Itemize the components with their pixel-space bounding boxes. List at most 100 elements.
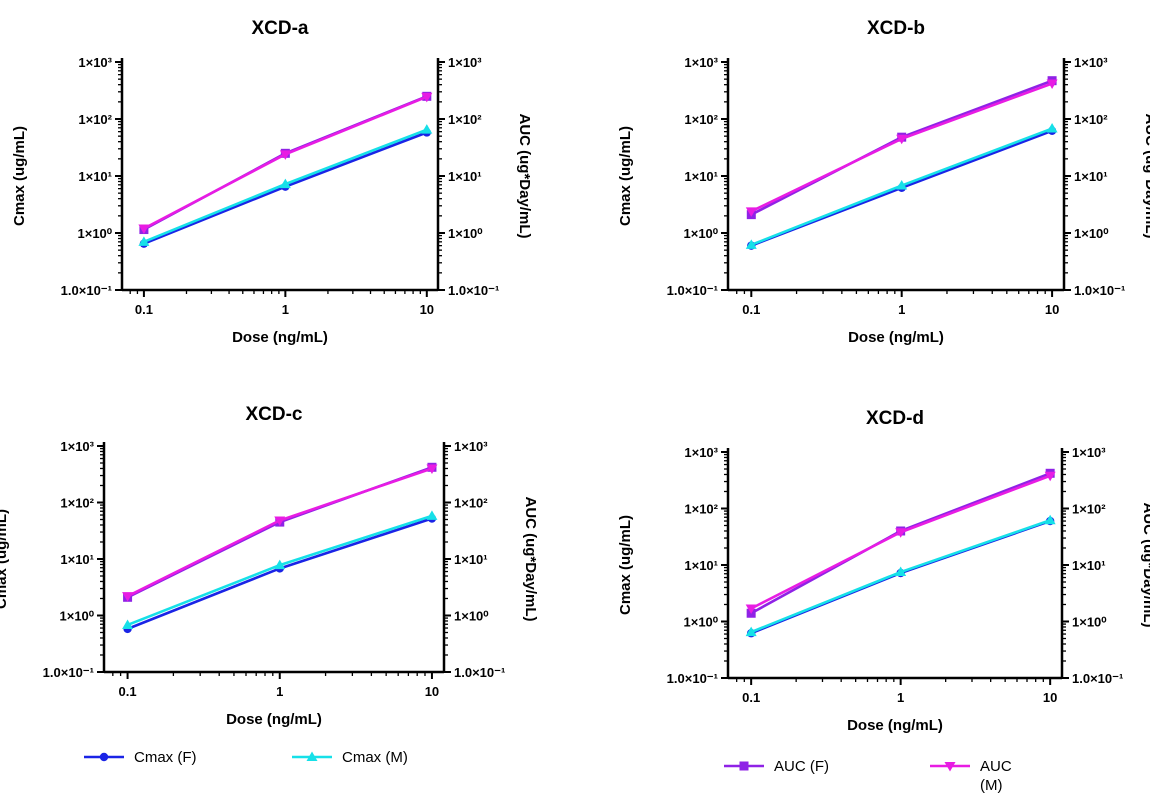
data-point: [1046, 79, 1058, 89]
x-tick-label: 0.1: [135, 302, 153, 317]
legend-label-line: (M): [980, 777, 1003, 794]
data-point: [895, 566, 907, 577]
y-tick-label: 1×10³: [684, 55, 718, 70]
y-tick-label: 1.0×10⁻¹: [43, 665, 94, 680]
data-point: [1046, 123, 1058, 133]
data-point: [138, 224, 150, 234]
data-point: [274, 516, 286, 527]
data-point: [122, 592, 134, 602]
data-point: [426, 510, 438, 520]
y-tick-label: 1×10³: [78, 55, 112, 70]
data-point: [421, 124, 433, 134]
data-point: [745, 626, 757, 637]
chart-panel-b: XCD-b 1.0×10⁻¹ 1.0×10⁻¹ 1×10⁰ 1×10⁰ 1×10¹ 1×10…: [617, 18, 1150, 346]
y2-tick-label: 1×10²: [448, 112, 482, 127]
y-axis-label-left: Cmax (ug/mL): [617, 515, 634, 615]
y-tick-label: 1×10²: [78, 112, 112, 127]
y-tick-label: 1.0×10⁻¹: [667, 671, 718, 686]
y-tick-label: 1.0×10⁻¹: [61, 283, 112, 298]
y-tick-label: 1×10¹: [684, 558, 718, 573]
x-axis-label: Dose (ng/mL): [232, 329, 328, 346]
y-tick-label: 1×10³: [684, 445, 718, 460]
data-point: [1044, 471, 1056, 482]
y-tick-label: 1×10¹: [78, 169, 112, 184]
legend-item: AUC (M): [930, 758, 1012, 794]
y2-tick-label: 1.0×10⁻¹: [454, 665, 505, 680]
y2-tick-label: 1×10⁰: [454, 609, 489, 624]
x-tick-label: 0.1: [742, 690, 760, 705]
y2-tick-label: 1×10¹: [1072, 558, 1106, 573]
data-point: [426, 464, 438, 474]
y2-tick-label: 1×10²: [454, 496, 488, 511]
data-point: [896, 134, 908, 145]
series-line: [143, 95, 428, 230]
legend-item: Cmax (M): [292, 749, 408, 766]
data-point: [421, 92, 433, 103]
y-axis-label-right: AUC (ug*Day/mL): [516, 113, 533, 238]
legend-label: AUC (F): [774, 758, 829, 775]
legend-marker: [944, 762, 956, 772]
chart-title: XCD-a: [251, 18, 308, 39]
y-tick-label: 1.0×10⁻¹: [667, 283, 718, 298]
legend-label: Cmax (F): [134, 749, 197, 766]
y2-tick-label: 1×10²: [1072, 502, 1106, 517]
x-axis-label: Dose (ng/mL): [226, 711, 322, 728]
y-axis-label-left: Cmax (ug/mL): [11, 126, 28, 226]
y2-tick-label: 1×10²: [1074, 112, 1108, 127]
y2-tick-label: 1×10³: [448, 55, 482, 70]
x-tick-label: 0.1: [742, 302, 760, 317]
y2-tick-label: 1×10¹: [1074, 169, 1108, 184]
y2-tick-label: 1×10³: [1074, 55, 1108, 70]
data-point: [745, 239, 757, 249]
x-tick-label: 1: [276, 684, 283, 699]
y-tick-label: 1×10⁰: [78, 226, 113, 241]
y-tick-label: 1×10⁰: [684, 615, 719, 630]
data-point: [138, 236, 150, 246]
y2-tick-label: 1.0×10⁻¹: [1074, 283, 1125, 298]
data-point: [1044, 514, 1056, 525]
series-line: [143, 95, 428, 231]
legend-marker: [306, 751, 318, 761]
data-point: [896, 180, 908, 190]
legend-label: Cmax (M): [342, 749, 408, 766]
chart-panel-a: XCD-a 1.0×10⁻¹ 1.0×10⁻¹ 1×10⁰ 1×10⁰ 1×10¹ 1×10…: [11, 18, 533, 346]
legend-label: AUC (M): [980, 758, 1012, 794]
x-tick-label: 10: [1043, 690, 1057, 705]
y2-tick-label: 1×10¹: [454, 552, 488, 567]
chart-panel-d: XCD-d 1.0×10⁻¹ 1.0×10⁻¹ 1×10⁰ 1×10⁰ 1×10¹ 1×10…: [617, 408, 1150, 734]
x-axis-label: Dose (ng/mL): [848, 329, 944, 346]
y-axis-label-left: Cmax (ug/mL): [0, 509, 10, 609]
data-point: [279, 178, 291, 189]
y2-tick-label: 1×10¹: [448, 169, 482, 184]
y2-tick-label: 1×10⁰: [1074, 226, 1109, 241]
data-point: [279, 150, 291, 160]
x-tick-label: 10: [420, 302, 434, 317]
legend-item: Cmax (F): [84, 749, 197, 766]
y-tick-label: 1×10³: [60, 439, 94, 454]
x-tick-label: 1: [898, 302, 905, 317]
y-axis-label-left: Cmax (ug/mL): [617, 126, 634, 226]
chart-title: XCD-d: [866, 408, 924, 429]
y-tick-label: 1×10⁰: [60, 609, 95, 624]
legend-marker: [739, 761, 749, 771]
legend-label-line: AUC: [980, 758, 1012, 775]
chart-panel-c: XCD-c 1.0×10⁻¹ 1.0×10⁻¹ 1×10⁰ 1×10⁰ 1×10¹ 1×10…: [0, 404, 539, 728]
x-tick-label: 10: [425, 684, 439, 699]
x-tick-label: 0.1: [119, 684, 137, 699]
x-axis-label: Dose (ng/mL): [847, 717, 943, 734]
y-axis-label-right: AUC (ug*Day/mL): [1142, 113, 1150, 238]
y-tick-label: 1×10²: [684, 502, 718, 517]
y-tick-label: 1×10⁰: [684, 226, 719, 241]
y2-tick-label: 1.0×10⁻¹: [448, 283, 499, 298]
x-tick-label: 10: [1045, 302, 1059, 317]
chart-title: XCD-b: [867, 18, 925, 39]
y-tick-label: 1×10¹: [684, 169, 718, 184]
y2-tick-label: 1.0×10⁻¹: [1072, 671, 1123, 686]
chart-title: XCD-c: [245, 404, 302, 425]
y-axis-label-right: AUC (ug*Day/mL): [522, 496, 539, 621]
y-tick-label: 1×10²: [684, 112, 718, 127]
data-point: [895, 528, 907, 538]
y2-tick-label: 1×10³: [454, 439, 488, 454]
y-tick-label: 1×10¹: [60, 552, 94, 567]
